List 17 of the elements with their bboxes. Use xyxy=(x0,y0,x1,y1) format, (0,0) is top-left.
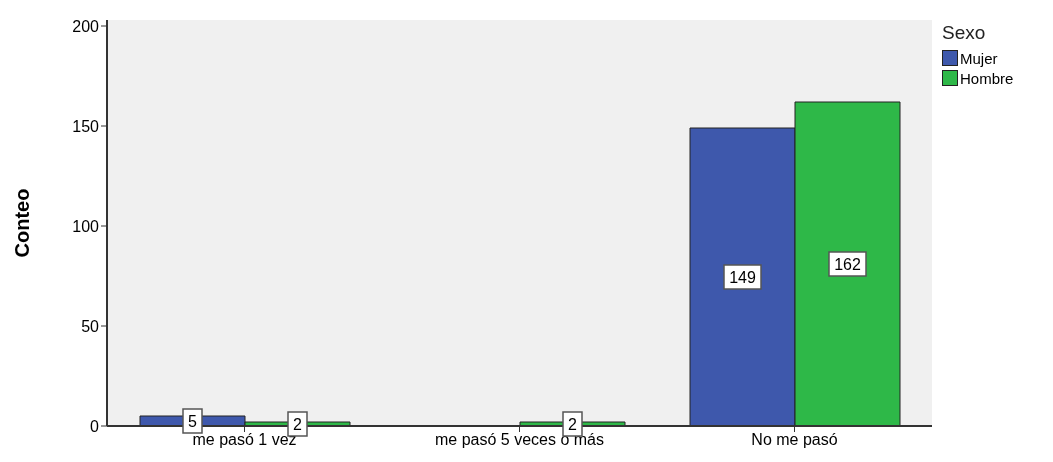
data-label: 5 xyxy=(188,413,198,430)
x-tick-label: me pasó 5 veces o más xyxy=(435,431,604,449)
data-label: 149 xyxy=(729,269,756,286)
y-tick-label: 50 xyxy=(81,317,100,335)
y-tick-label: 200 xyxy=(72,17,100,35)
x-tick-label: me pasó 1 vez xyxy=(192,431,297,449)
data-label: 162 xyxy=(834,256,861,273)
y-tick-label: 100 xyxy=(72,217,100,235)
y-axis-title: Conteo xyxy=(11,188,34,258)
x-tick-label: No me pasó xyxy=(751,431,838,449)
legend-label: Mujer xyxy=(960,49,998,67)
y-tick-label: 0 xyxy=(90,417,100,435)
data-label: 2 xyxy=(293,416,303,433)
legend-title: Sexo xyxy=(942,22,987,44)
data-label: 2 xyxy=(568,416,578,433)
y-tick-label: 150 xyxy=(72,117,100,135)
legend-label: Hombre xyxy=(960,69,1014,87)
